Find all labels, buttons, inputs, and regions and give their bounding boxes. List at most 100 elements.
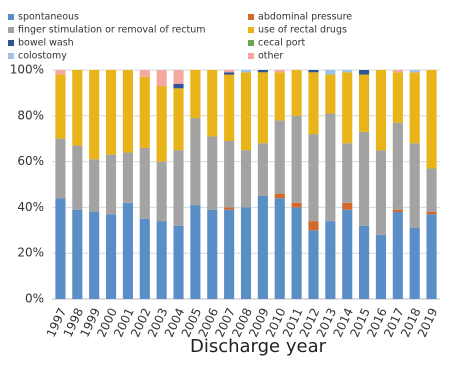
bar-segment: [207, 70, 218, 137]
bar-segment: [325, 74, 336, 114]
bar-segment: [308, 72, 319, 135]
bar-segment: [291, 202, 302, 208]
bar-segment: [89, 211, 100, 299]
bar-segment: [375, 70, 387, 151]
bar-segment: [308, 221, 319, 231]
bar-segment: [122, 152, 133, 203]
bar-segment: [173, 70, 184, 84]
legend-swatch: [248, 40, 254, 46]
legend-swatch: [8, 27, 14, 33]
bar-segment: [240, 72, 252, 151]
bar-segment: [274, 193, 285, 199]
bar-segment: [240, 150, 252, 208]
bar-segment: [240, 70, 252, 73]
bar-segment: [139, 218, 150, 299]
bar-segment: [257, 143, 268, 196]
bar-segment: [291, 115, 302, 203]
bar-segment: [325, 113, 336, 222]
bar-segment: [274, 70, 285, 73]
legend-swatch: [248, 53, 254, 59]
bar-segment: [224, 209, 235, 299]
bar-segment: [105, 70, 117, 155]
bar-segment: [308, 70, 319, 73]
bar-segment: [105, 214, 117, 299]
bar-segment: [342, 70, 353, 73]
bar-segment: [224, 72, 235, 75]
y-tick-label: 40%: [17, 200, 44, 214]
bar-segment: [156, 221, 167, 299]
legend-label: bowel wash: [18, 38, 74, 49]
legend-swatch: [8, 40, 14, 46]
bar-segment: [173, 150, 184, 226]
bar-segment: [105, 154, 117, 215]
bar-segment: [291, 70, 302, 116]
bar-segment: [359, 74, 370, 132]
bar-segment: [342, 209, 353, 299]
bar-segment: [156, 161, 167, 222]
legend-label: use of rectal drugs: [258, 25, 347, 36]
bar-segment: [392, 211, 403, 299]
bar-segment: [274, 198, 285, 299]
bar-segment: [224, 140, 235, 208]
bar-segment: [426, 214, 437, 299]
y-tick-label: 20%: [17, 246, 44, 260]
bar-segment: [257, 72, 268, 144]
bar-segment: [325, 70, 336, 75]
legend-swatch: [8, 14, 14, 20]
bar-segment: [392, 70, 403, 73]
bar-segment: [274, 120, 285, 194]
bar-segment: [224, 70, 235, 73]
bar-segment: [72, 70, 83, 146]
bar-segment: [409, 143, 420, 229]
x-axis-title: Discharge year: [190, 336, 327, 357]
legend-swatch: [8, 53, 14, 59]
bar-segment: [392, 122, 403, 210]
legend-label: abdominal pressure: [258, 12, 352, 23]
bar-segment: [224, 74, 235, 141]
bar-segment: [342, 72, 353, 144]
bar-segment: [89, 70, 100, 160]
legend-swatch: [248, 14, 254, 20]
bar-segment: [122, 70, 133, 153]
bar-segment: [342, 202, 353, 210]
bar-segment: [375, 234, 387, 299]
bar-segment: [359, 131, 370, 226]
bar-segment: [139, 76, 150, 148]
bar-segment: [72, 209, 83, 299]
bar-segment: [291, 207, 302, 299]
legend-swatch: [248, 27, 254, 33]
bar-segment: [55, 74, 66, 139]
bar-segment: [173, 88, 184, 151]
bar-segment: [257, 195, 268, 299]
bar-segment: [426, 70, 437, 169]
y-tick-label: 100%: [10, 63, 44, 77]
bar-segment: [156, 86, 167, 162]
bar-segment: [122, 202, 133, 299]
bar-segment: [392, 72, 403, 123]
bar-segment: [409, 228, 420, 299]
y-tick-label: 60%: [17, 154, 44, 168]
bar-segment: [240, 207, 252, 299]
y-tick-label: 0%: [25, 292, 44, 306]
bar-segment: [308, 230, 319, 299]
bar-segment: [72, 145, 83, 210]
bar-segment: [207, 209, 218, 299]
legend-label: spontaneous: [18, 12, 79, 23]
bar-segment: [409, 70, 420, 73]
bar-segment: [375, 150, 387, 235]
bar-segment: [55, 70, 66, 75]
legend: spontaneous abdominal pressure finger stim…: [8, 12, 352, 62]
bar-segment: [190, 118, 201, 206]
bar-segment: [359, 70, 370, 75]
bar-segment: [89, 159, 100, 212]
y-tick-label: 80%: [17, 108, 44, 122]
bar-segment: [359, 225, 370, 299]
bar-segment: [426, 168, 437, 212]
bar-segment: [409, 72, 420, 144]
bar-segment: [207, 136, 218, 210]
bar-segment: [257, 70, 268, 73]
legend-label: finger stimulation or removal of rectum: [18, 25, 205, 36]
bar-segment: [224, 207, 235, 210]
bar-segment: [426, 211, 437, 215]
